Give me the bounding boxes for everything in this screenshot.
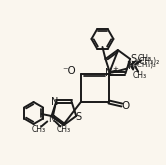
Text: CH₃: CH₃ xyxy=(31,125,45,134)
Text: CH₃: CH₃ xyxy=(133,71,147,80)
Text: N: N xyxy=(126,61,132,70)
Text: (CH₃)₂: (CH₃)₂ xyxy=(136,57,159,66)
Text: O: O xyxy=(122,101,130,111)
Text: S: S xyxy=(130,54,136,64)
Text: N: N xyxy=(128,61,136,70)
Text: N: N xyxy=(48,115,55,124)
Text: CH₃: CH₃ xyxy=(56,125,70,134)
Text: ⁻O: ⁻O xyxy=(62,66,76,76)
Text: (CH₃)₂: (CH₃)₂ xyxy=(134,61,156,68)
Text: S: S xyxy=(75,112,81,122)
Text: CH₃: CH₃ xyxy=(138,54,152,63)
Text: +: + xyxy=(133,59,139,65)
Text: +: + xyxy=(112,66,118,71)
Text: N: N xyxy=(105,67,113,78)
Text: N: N xyxy=(51,98,58,107)
